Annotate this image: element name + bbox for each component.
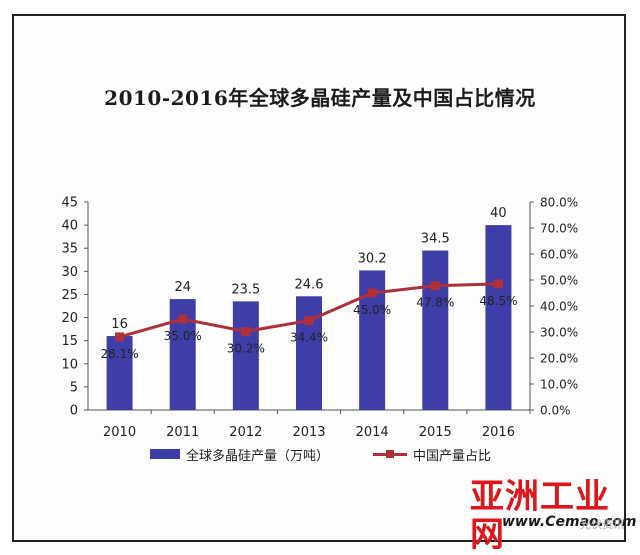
line-point (178, 314, 188, 324)
y-left-tick-label: 15 (61, 334, 78, 349)
y-right-tick-label: 60.0% (540, 248, 578, 262)
y-right-tick-label: 10.0% (540, 378, 578, 392)
line-point (493, 279, 503, 289)
line-point (304, 316, 314, 326)
y-left-tick-label: 25 (61, 288, 78, 303)
bar-value-label: 24 (174, 280, 191, 295)
y-left-tick-label: 0 (70, 404, 78, 419)
line-point (241, 326, 251, 336)
bar-value-label: 30.2 (358, 251, 387, 266)
line-point (430, 281, 440, 291)
line-value-label: 47.8% (416, 296, 454, 310)
watermark: 亚洲工业网 www.Cemao.com 光伏资讯 (470, 477, 637, 555)
x-tick-label: 2012 (229, 425, 262, 440)
bar-value-label: 16 (111, 317, 128, 332)
x-tick-label: 2016 (482, 425, 515, 440)
figure-frame (12, 14, 626, 542)
x-tick-label: 2011 (166, 425, 199, 440)
bar (232, 301, 259, 410)
y-left-tick-label: 35 (61, 242, 78, 257)
line-value-label: 35.0% (164, 329, 202, 343)
y-right-tick-label: 50.0% (540, 274, 578, 288)
y-right-tick-label: 20.0% (540, 352, 578, 366)
line-value-label: 48.5% (479, 294, 517, 308)
line-value-label: 28.1% (101, 347, 139, 361)
y-left-tick-label: 5 (70, 380, 78, 395)
bar (296, 296, 322, 410)
line-value-label: 45.0% (353, 303, 391, 317)
bar-value-label: 34.5 (421, 232, 450, 247)
legend-bar-swatch (150, 449, 180, 459)
legend-item-china-share: 中国产量占比 (373, 445, 491, 464)
chart-legend: 全球多晶硅产量（万吨） 中国产量占比 (150, 444, 491, 464)
y-left-tick-label: 30 (61, 265, 78, 280)
bar-value-label: 24.6 (295, 277, 324, 292)
x-tick-label: 2010 (103, 425, 136, 440)
bar (485, 225, 512, 410)
watermark-wechat: 光伏资讯 (580, 518, 624, 531)
y-right-tick-label: 0.0% (540, 404, 571, 418)
y-right-tick-label: 30.0% (540, 326, 578, 340)
legend-label-production: 全球多晶硅产量（万吨） (186, 448, 330, 464)
bar (106, 336, 133, 410)
x-tick-label: 2014 (356, 425, 389, 440)
y-right-tick-label: 40.0% (540, 300, 578, 314)
watermark-brand: 亚洲工业网 (470, 477, 610, 555)
y-left-tick-label: 40 (61, 219, 78, 234)
x-tick-label: 2015 (419, 425, 452, 440)
line-value-label: 30.2% (227, 341, 265, 355)
y-left-tick-label: 10 (61, 357, 78, 372)
line-point (367, 288, 377, 298)
line-point (115, 332, 125, 342)
bar-value-label: 40 (490, 206, 507, 221)
chart-title: 2010-2016年全球多晶硅产量及中国占比情况 (104, 86, 536, 110)
watermark-url: www.Cemao.com (502, 514, 637, 530)
bar (422, 250, 449, 410)
y-right-tick-label: 70.0% (540, 222, 578, 236)
line-value-label: 34.4% (290, 331, 328, 345)
y-left-tick-label: 20 (61, 311, 78, 326)
y-left-tick-label: 45 (61, 196, 78, 211)
x-tick-label: 2013 (292, 425, 325, 440)
legend-line-swatch (373, 448, 408, 460)
bar-value-label: 23.5 (231, 282, 260, 297)
legend-label-china-share: 中国产量占比 (413, 448, 492, 464)
y-right-tick-label: 80.0% (540, 196, 578, 210)
legend-item-production: 全球多晶硅产量（万吨） (150, 445, 329, 464)
